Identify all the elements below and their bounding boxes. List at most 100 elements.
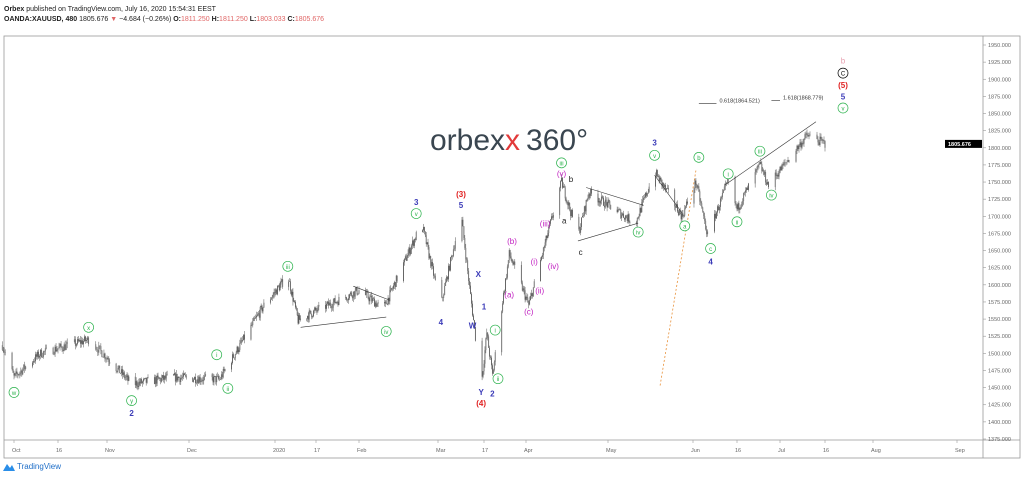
candle-body xyxy=(75,344,77,346)
trendline[interactable] xyxy=(654,175,683,214)
candle-body xyxy=(704,216,706,221)
wave-label[interactable]: 4 xyxy=(708,258,713,267)
wave-label[interactable]: (4) xyxy=(476,399,486,408)
wave-label[interactable]: C xyxy=(837,67,849,79)
wave-label[interactable]: (iv) xyxy=(548,262,559,271)
candle-body xyxy=(626,217,628,221)
wave-label[interactable]: 5 xyxy=(841,92,846,101)
trendline[interactable] xyxy=(577,222,639,242)
wave-label-circle xyxy=(705,243,716,254)
wave-label[interactable]: b xyxy=(693,152,705,163)
wave-label[interactable]: c xyxy=(579,248,583,257)
candle-body xyxy=(98,345,100,353)
candle-body xyxy=(128,376,130,381)
candle-body xyxy=(166,374,168,375)
wave-label[interactable]: c xyxy=(705,243,716,254)
wave-label[interactable]: v xyxy=(649,149,660,161)
candle-body xyxy=(73,339,75,342)
wave-label[interactable]: b xyxy=(569,175,574,184)
wave-label[interactable]: b xyxy=(841,56,846,65)
time-tick-label: May xyxy=(606,448,617,454)
wave-label[interactable]: iv xyxy=(766,189,777,201)
wave-label[interactable]: (iii) xyxy=(540,219,551,228)
candle-body xyxy=(798,145,800,150)
trendline[interactable] xyxy=(353,285,390,301)
candle-body xyxy=(427,242,429,248)
wave-label[interactable]: (5) xyxy=(838,81,848,90)
wave-label[interactable]: i xyxy=(211,349,223,361)
candle-body xyxy=(234,354,236,359)
candle-body xyxy=(707,231,709,235)
price-tick-label: 1825.000 xyxy=(988,129,1011,135)
candle-body xyxy=(12,368,14,373)
wave-label[interactable]: 2 xyxy=(129,409,134,418)
wave-label[interactable]: v xyxy=(410,208,422,219)
candle-body xyxy=(684,208,686,216)
wave-label[interactable]: 3 xyxy=(652,138,657,147)
time-tick-label: Oct xyxy=(12,448,21,454)
wave-label[interactable]: iii xyxy=(754,145,766,157)
candle-body xyxy=(599,201,601,204)
chart-frame xyxy=(3,35,1021,459)
wave-label[interactable]: 5 xyxy=(459,201,464,210)
wave-label[interactable]: iv xyxy=(380,326,392,337)
wave-label[interactable]: (ii) xyxy=(535,286,544,295)
wave-label[interactable]: i xyxy=(722,168,734,180)
wave-label[interactable]: (v) xyxy=(557,169,567,178)
wave-label[interactable]: (b) xyxy=(507,237,517,246)
wave-label[interactable]: iii xyxy=(282,260,294,272)
wave-label[interactable]: i xyxy=(489,324,501,336)
candle-body xyxy=(201,380,203,381)
trendlines xyxy=(300,100,817,386)
candle-body xyxy=(585,200,587,212)
wave-label-text: ii xyxy=(227,387,230,393)
wave-label[interactable]: a xyxy=(679,220,691,232)
wave-label[interactable]: (a) xyxy=(504,291,514,300)
wave-label[interactable]: y xyxy=(126,395,137,406)
wave-label[interactable]: W xyxy=(469,321,477,330)
time-axis[interactable]: Oct 16 Nov Dec 2020 17 Feb Mar 17 Apr May Jun 16 Jul 1… xyxy=(12,440,965,454)
wave-label[interactable]: (c) xyxy=(524,308,534,317)
wave-label[interactable]: x xyxy=(83,321,94,333)
candle-body xyxy=(78,339,79,342)
wave-label[interactable]: Y xyxy=(478,388,484,397)
wave-label[interactable]: w xyxy=(8,387,20,398)
price-axis[interactable]: 1950.000 1925.000 1900.000 1875.000 1850.000… xyxy=(945,43,1011,443)
wave-label[interactable]: 2 xyxy=(490,389,495,398)
candle-body xyxy=(179,377,181,383)
wave-label[interactable]: ii xyxy=(222,382,234,394)
wave-label[interactable]: a xyxy=(562,217,567,226)
wave-label[interactable]: 4 xyxy=(439,318,444,327)
wave-label-text: c xyxy=(709,247,712,253)
dotted-trendline[interactable] xyxy=(659,170,697,386)
trendline[interactable] xyxy=(300,316,387,328)
trendline[interactable] xyxy=(586,187,644,206)
candle-body xyxy=(62,349,64,352)
wave-label[interactable]: v xyxy=(837,102,849,114)
candle-body xyxy=(683,215,685,217)
wave-label[interactable]: X xyxy=(476,270,482,279)
candle-body xyxy=(262,307,264,312)
wave-label[interactable]: iv xyxy=(632,226,644,238)
time-tick-label: Mar xyxy=(436,448,446,454)
wave-label[interactable]: ii xyxy=(492,373,504,385)
candle-body xyxy=(520,265,522,283)
candle-body xyxy=(242,340,244,342)
wave-label[interactable]: 1 xyxy=(482,302,487,311)
candle-body xyxy=(462,219,464,227)
candle-body xyxy=(414,239,416,240)
candle-body xyxy=(278,285,279,287)
tradingview-logo[interactable]: TradingView xyxy=(3,462,61,471)
candle-body xyxy=(404,258,405,263)
wave-label[interactable]: iii xyxy=(556,157,567,169)
wave-label[interactable]: ii xyxy=(731,216,743,228)
trendline[interactable] xyxy=(725,121,817,186)
wave-label[interactable]: 3 xyxy=(414,198,419,207)
wave-label[interactable]: (3) xyxy=(456,190,466,199)
candle-body xyxy=(200,380,202,382)
candle-body xyxy=(610,204,612,210)
candle-body xyxy=(290,290,292,295)
candle-body xyxy=(271,296,273,299)
wave-label[interactable]: (i) xyxy=(531,258,538,267)
